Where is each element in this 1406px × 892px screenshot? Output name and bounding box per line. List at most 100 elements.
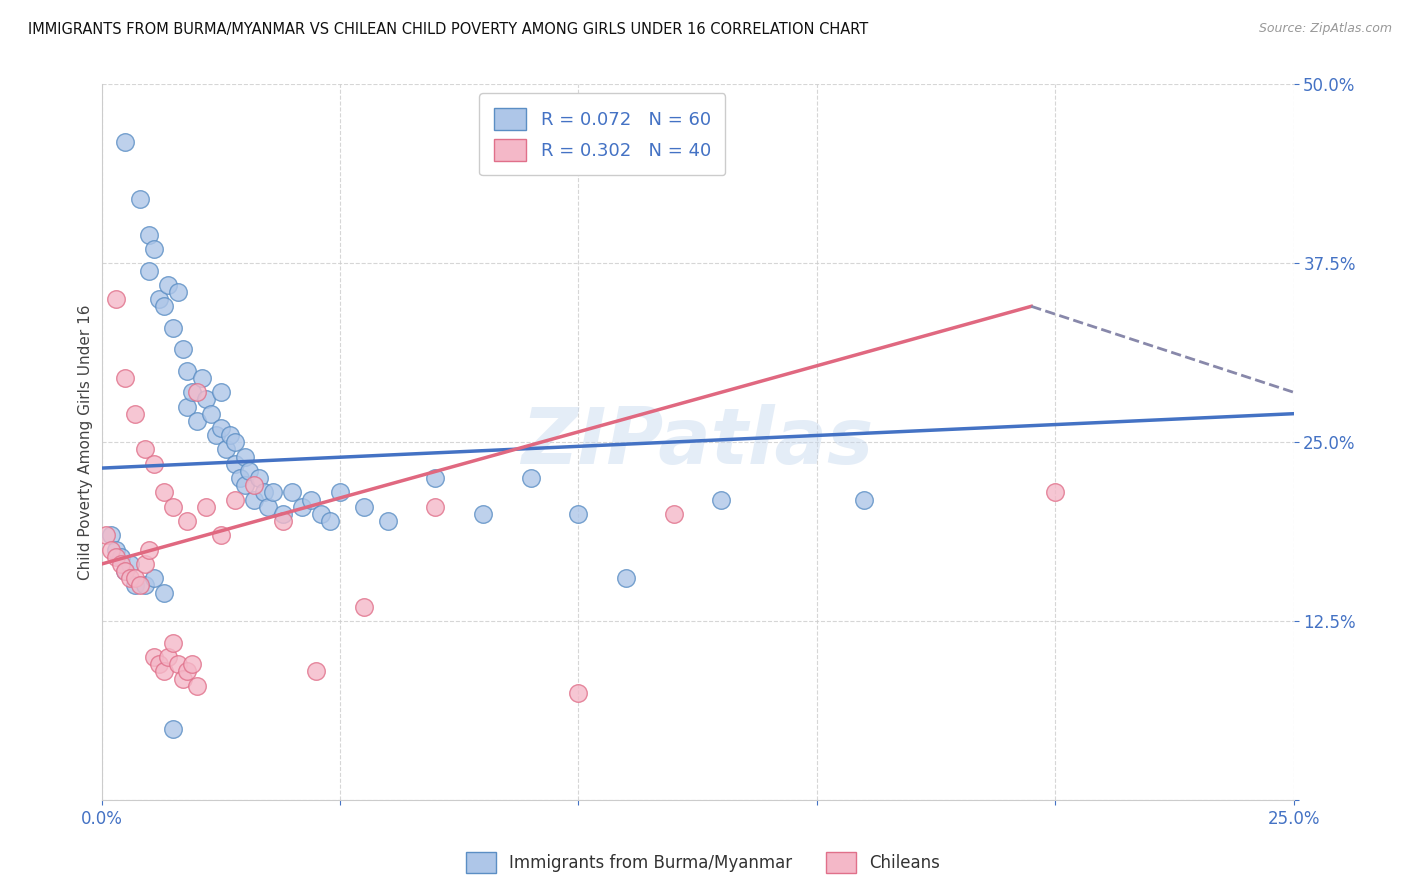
Point xyxy=(172,343,194,357)
Point xyxy=(238,464,260,478)
Point xyxy=(152,485,174,500)
Point xyxy=(120,557,142,571)
Point xyxy=(134,557,156,571)
Y-axis label: Child Poverty Among Girls Under 16: Child Poverty Among Girls Under 16 xyxy=(79,304,93,580)
Point xyxy=(299,492,322,507)
Point xyxy=(186,414,208,428)
Point xyxy=(104,542,127,557)
Point xyxy=(329,485,352,500)
Point xyxy=(186,385,208,400)
Point xyxy=(181,657,204,672)
Point xyxy=(219,428,242,442)
Point xyxy=(214,442,236,457)
Point xyxy=(195,392,218,407)
Point xyxy=(614,571,637,585)
Point xyxy=(262,485,284,500)
Point xyxy=(152,299,174,313)
Point xyxy=(143,571,166,585)
Point xyxy=(162,636,184,650)
Point xyxy=(124,571,146,585)
Point xyxy=(110,557,132,571)
Point xyxy=(195,500,218,514)
Point xyxy=(128,192,150,206)
Point xyxy=(186,679,208,693)
Point xyxy=(662,507,685,521)
Point xyxy=(271,507,294,521)
Point xyxy=(224,492,246,507)
Point xyxy=(167,657,190,672)
Point xyxy=(243,492,266,507)
Point xyxy=(253,485,276,500)
Point xyxy=(100,528,122,542)
Text: Source: ZipAtlas.com: Source: ZipAtlas.com xyxy=(1258,22,1392,36)
Point xyxy=(143,457,166,471)
Point xyxy=(152,585,174,599)
Point xyxy=(305,665,328,679)
Point xyxy=(157,277,180,292)
Point xyxy=(233,478,256,492)
Point xyxy=(209,385,232,400)
Point xyxy=(134,578,156,592)
Point xyxy=(519,471,541,485)
Point xyxy=(319,514,342,528)
Point xyxy=(377,514,399,528)
Point xyxy=(172,672,194,686)
Legend: R = 0.072   N = 60, R = 0.302   N = 40: R = 0.072 N = 60, R = 0.302 N = 40 xyxy=(479,94,725,176)
Point xyxy=(157,650,180,665)
Point xyxy=(243,478,266,492)
Point xyxy=(353,599,375,614)
Point xyxy=(143,242,166,256)
Point xyxy=(567,507,589,521)
Point xyxy=(229,471,252,485)
Point xyxy=(124,578,146,592)
Point xyxy=(181,385,204,400)
Point xyxy=(124,407,146,421)
Point xyxy=(291,500,314,514)
Point xyxy=(167,285,190,299)
Point xyxy=(247,471,270,485)
Point xyxy=(425,500,447,514)
Point xyxy=(224,435,246,450)
Point xyxy=(853,492,876,507)
Point xyxy=(567,686,589,700)
Point xyxy=(143,650,166,665)
Point xyxy=(138,542,160,557)
Point xyxy=(200,407,222,421)
Point xyxy=(96,528,118,542)
Text: ZIPatlas: ZIPatlas xyxy=(522,404,873,480)
Point xyxy=(209,421,232,435)
Point xyxy=(148,292,170,306)
Point xyxy=(1043,485,1066,500)
Point xyxy=(152,665,174,679)
Point xyxy=(162,320,184,334)
Point xyxy=(114,371,136,385)
Legend: Immigrants from Burma/Myanmar, Chileans: Immigrants from Burma/Myanmar, Chileans xyxy=(460,846,946,880)
Point xyxy=(162,722,184,736)
Point xyxy=(209,528,232,542)
Point xyxy=(257,500,280,514)
Point xyxy=(271,514,294,528)
Point xyxy=(233,450,256,464)
Point xyxy=(148,657,170,672)
Point xyxy=(205,428,228,442)
Point xyxy=(162,500,184,514)
Point xyxy=(110,549,132,564)
Point xyxy=(114,135,136,149)
Point xyxy=(224,457,246,471)
Point xyxy=(176,514,198,528)
Point xyxy=(472,507,495,521)
Point xyxy=(176,665,198,679)
Point xyxy=(120,571,142,585)
Point xyxy=(309,507,332,521)
Point xyxy=(353,500,375,514)
Point xyxy=(190,371,212,385)
Point xyxy=(710,492,733,507)
Point xyxy=(134,442,156,457)
Point xyxy=(425,471,447,485)
Text: IMMIGRANTS FROM BURMA/MYANMAR VS CHILEAN CHILD POVERTY AMONG GIRLS UNDER 16 CORR: IMMIGRANTS FROM BURMA/MYANMAR VS CHILEAN… xyxy=(28,22,869,37)
Point xyxy=(176,364,198,378)
Point xyxy=(128,578,150,592)
Point xyxy=(138,263,160,277)
Point xyxy=(114,564,136,578)
Point xyxy=(100,542,122,557)
